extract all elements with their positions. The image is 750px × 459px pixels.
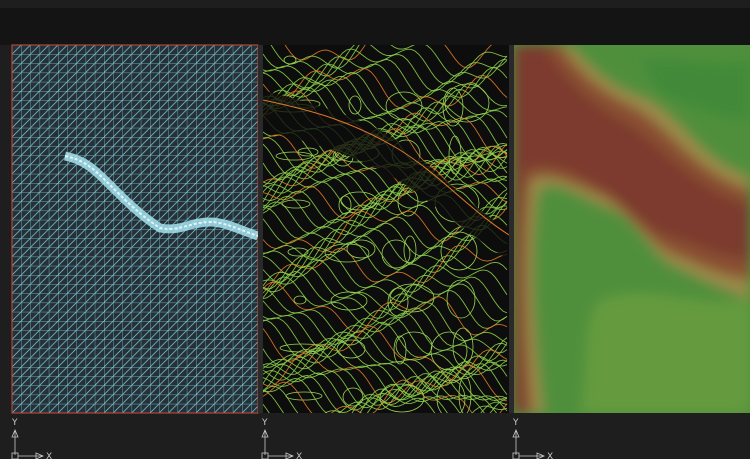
contour-ring xyxy=(281,199,311,209)
contour-ring xyxy=(336,339,366,359)
viewport-contours[interactable] xyxy=(263,25,509,432)
contour-ring xyxy=(342,387,364,407)
contour-line xyxy=(263,276,508,329)
contour-ring xyxy=(338,195,352,215)
contour-line xyxy=(263,67,508,109)
contour-ring xyxy=(397,187,419,217)
contour-line xyxy=(263,370,508,412)
contour-ring xyxy=(436,379,466,413)
contour-ring xyxy=(448,135,462,175)
terrain-valley xyxy=(640,58,750,120)
contour-ring xyxy=(389,283,435,313)
title-band xyxy=(0,8,750,45)
contour-line xyxy=(263,376,485,413)
ucs-x-label: X xyxy=(296,452,302,459)
contour-ring xyxy=(393,335,407,365)
contour-ring xyxy=(385,91,423,121)
mesh-grid xyxy=(11,44,259,414)
contour-ring xyxy=(279,343,325,353)
contour-ring xyxy=(324,243,370,263)
contour-line xyxy=(263,178,508,229)
contour-ring xyxy=(444,83,490,123)
contour-ring xyxy=(458,375,472,413)
terrain-low xyxy=(580,292,750,413)
ucs-x-arrow xyxy=(18,452,45,459)
ucs-y-arrow xyxy=(512,428,520,455)
contour-ring xyxy=(297,147,319,157)
contour-line xyxy=(263,347,508,401)
contour-ring xyxy=(283,55,297,65)
contour-ring xyxy=(346,239,376,259)
contour-line xyxy=(263,215,508,276)
contour-ring xyxy=(403,235,417,265)
contour-line xyxy=(270,45,508,77)
contour-line xyxy=(263,393,508,413)
contour-ring xyxy=(387,287,409,317)
contour-line xyxy=(263,281,508,336)
contour-line xyxy=(263,245,508,294)
contour-ring xyxy=(293,295,307,305)
contour-line xyxy=(263,146,508,197)
contour-line xyxy=(263,160,508,214)
contour-line xyxy=(263,300,508,354)
ucs-icons: Y X Y X Y X xyxy=(11,418,553,459)
contour-line xyxy=(263,373,498,413)
contour-line xyxy=(263,379,508,413)
ucs-y-label: Y xyxy=(512,418,519,428)
ucs-y-label: Y xyxy=(11,418,18,428)
contour-ring xyxy=(348,95,362,115)
ucs-y-label: Y xyxy=(261,418,268,428)
contour-ring xyxy=(285,391,323,401)
contour-line xyxy=(263,149,508,202)
contour-line xyxy=(263,259,508,302)
contour-line xyxy=(263,330,508,387)
contour-ring xyxy=(379,383,425,413)
contour-orange xyxy=(263,99,509,236)
contour-line xyxy=(263,234,508,290)
contour-ring xyxy=(381,239,411,269)
ucs-x-arrow xyxy=(519,452,546,459)
river-mesh-detail xyxy=(64,155,259,237)
contour-line xyxy=(263,45,508,85)
contour-line xyxy=(263,388,508,413)
contour-ring xyxy=(440,231,478,271)
terrain-peak xyxy=(514,45,750,413)
ucs-x-label: X xyxy=(547,452,553,459)
contour-line xyxy=(263,56,508,98)
ucs-y-arrow xyxy=(261,428,269,455)
viewport-shaded[interactable] xyxy=(514,45,750,413)
ridge-dark xyxy=(263,90,509,260)
contour-line xyxy=(263,383,508,413)
contour-ring xyxy=(446,279,476,319)
contour-ring xyxy=(330,291,368,311)
contour-ring xyxy=(340,191,378,211)
contour-line xyxy=(263,271,508,322)
contour-line xyxy=(263,343,508,398)
contour-ring xyxy=(452,327,474,367)
ucs-x-arrow xyxy=(268,452,295,459)
contour-ring xyxy=(395,331,433,361)
ucs-y-arrow xyxy=(11,428,19,455)
ucs-x-label: X xyxy=(46,452,52,459)
contour-line xyxy=(263,79,508,129)
contour-ring xyxy=(287,247,309,257)
contour-line xyxy=(263,165,508,219)
contour-line xyxy=(263,254,508,293)
viewport-mesh[interactable] xyxy=(11,44,260,414)
contour-line xyxy=(263,334,508,391)
contour-line xyxy=(284,45,493,69)
